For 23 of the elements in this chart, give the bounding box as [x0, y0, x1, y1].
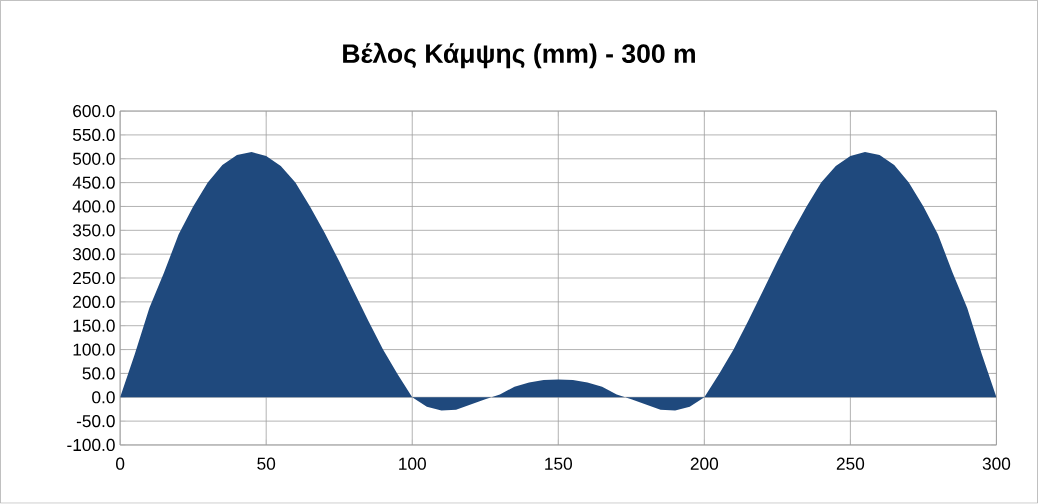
x-tick-label: 150: [545, 457, 573, 471]
chart-title: Βέλος Κάμψης (mm) - 300 m: [343, 43, 695, 69]
y-tick-label: 100.0: [73, 343, 115, 356]
y-tick-label: 600.0: [73, 105, 115, 118]
y-tick-label: 150.0: [73, 319, 115, 333]
x-tick-label: 100: [399, 457, 426, 471]
y-tick-label: 50.0: [82, 367, 115, 380]
y-tick-label: -100.0: [67, 439, 115, 452]
y-tick-label: 0.0: [92, 391, 115, 404]
y-tick-label: 450.0: [72, 176, 115, 189]
y-tick-label: 200.0: [73, 295, 115, 309]
y-tick-label: 400.0: [72, 200, 115, 213]
y-tick-label: 550.0: [72, 129, 115, 142]
y-tick-label: 500.0: [72, 152, 115, 166]
x-tick-label: 0: [116, 457, 125, 471]
x-tick-label: 250: [836, 457, 865, 471]
y-tick-label: 250.0: [73, 272, 115, 285]
y-tick-label: 300.0: [72, 248, 115, 261]
x-tick-label: 200: [690, 457, 719, 471]
x-tick-label: 300: [982, 457, 1011, 471]
y-tick-label: 350.0: [72, 224, 115, 237]
x-tick-label: 50: [257, 457, 276, 471]
y-tick-label: -50.0: [76, 415, 115, 428]
